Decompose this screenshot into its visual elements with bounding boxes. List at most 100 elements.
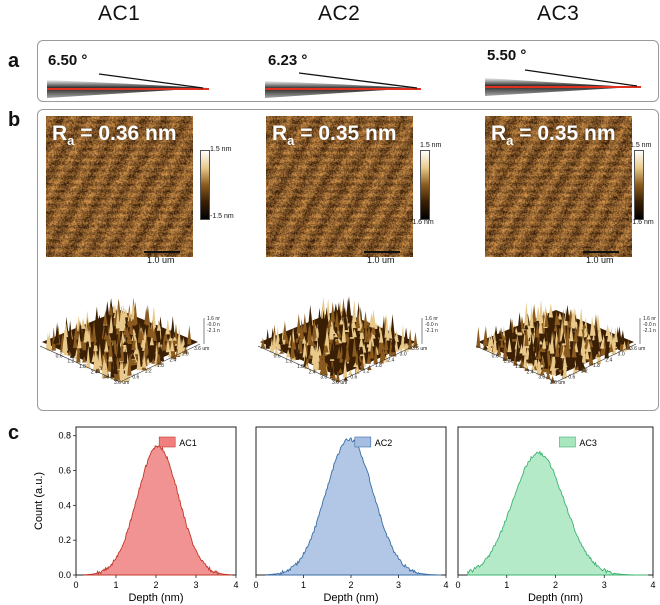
surface-spike bbox=[604, 340, 609, 359]
surface-spike bbox=[583, 328, 589, 338]
x-tick-label: 1.2 bbox=[503, 359, 510, 365]
surface-spike bbox=[298, 329, 303, 353]
legend-swatch bbox=[158, 436, 176, 448]
surface-spike bbox=[531, 303, 537, 323]
y-tick-label: 0.8 bbox=[58, 431, 71, 441]
surface-spike bbox=[593, 314, 599, 334]
colorbar-ac3 bbox=[634, 150, 644, 220]
surface-spike bbox=[553, 323, 558, 332]
x-tick-label: 3.0 bbox=[538, 375, 545, 381]
x-tick-label: 4 bbox=[233, 580, 238, 590]
surface-spike bbox=[366, 326, 371, 337]
surface-spike bbox=[80, 317, 86, 329]
z-tick-label: 1.6 nm bbox=[425, 316, 438, 322]
surface-spike bbox=[535, 321, 540, 338]
surface-spike bbox=[345, 330, 351, 342]
surface-spike bbox=[348, 316, 353, 338]
surface-spike bbox=[348, 369, 353, 376]
surface-spike bbox=[137, 322, 143, 343]
x-tick-label: 1 bbox=[113, 580, 118, 590]
z-tick-label: -0.0 nm bbox=[425, 322, 438, 328]
surface-spike bbox=[359, 335, 364, 347]
x-tick-label: 4 bbox=[443, 580, 448, 590]
surface-spike bbox=[324, 362, 329, 367]
surface-spike bbox=[363, 311, 368, 329]
surface-spike bbox=[308, 324, 313, 346]
surface-spike bbox=[517, 312, 522, 333]
surface-spike bbox=[77, 332, 82, 349]
surface-spike bbox=[130, 353, 136, 359]
roughness-label-ac1: Ra = 0.36 nm bbox=[52, 122, 177, 149]
surface-spike bbox=[279, 349, 284, 354]
y-tick-label: 1.2 bbox=[581, 369, 588, 375]
surface-spike bbox=[609, 342, 614, 352]
y-tick-label: 3.6 um bbox=[194, 346, 209, 352]
surface-spike bbox=[165, 338, 171, 353]
x-tick-label: 2.4 bbox=[309, 369, 316, 375]
surface-spike bbox=[321, 296, 326, 319]
y-tick-label: 0.4 bbox=[58, 500, 71, 510]
surface-spike bbox=[342, 358, 348, 378]
axis-y bbox=[337, 343, 419, 383]
surface-spike bbox=[595, 332, 600, 352]
surface-spike bbox=[130, 300, 136, 320]
surface-spike bbox=[544, 346, 549, 369]
surface-spike bbox=[507, 337, 512, 353]
surface-spike bbox=[383, 347, 389, 355]
surface-spike bbox=[578, 322, 583, 337]
surface-spike bbox=[524, 302, 529, 326]
surface-spike bbox=[403, 327, 409, 344]
x-tick-label: 0 bbox=[455, 580, 460, 590]
histogram-ac3: 0 1 2 3 4 Depth (nm) AC3 bbox=[455, 426, 656, 604]
histogram-ac1: 0 1 2 3 4 0.0 0.2 0.4 0.6 0.8 Depth (nm) Count (a.u… bbox=[33, 426, 239, 604]
surface-spike bbox=[586, 339, 592, 352]
surface-spike bbox=[113, 357, 118, 375]
surface-spike bbox=[487, 334, 492, 352]
surface-spike bbox=[142, 354, 147, 368]
surface-spike bbox=[163, 329, 168, 342]
y-tick-label: 3.6 um bbox=[412, 346, 427, 352]
afm-3d-surface-ac1: 1.6 nm-0.0 nm-2.1 nm 0.6 0.6 1.2 1.2 1.8 1.8 2.… bbox=[40, 297, 220, 386]
histogram-area bbox=[467, 450, 649, 576]
surface-spike bbox=[336, 346, 342, 359]
surface-spike bbox=[620, 329, 626, 345]
surface-spike bbox=[367, 364, 372, 370]
x-axis-label: Depth (nm) bbox=[323, 592, 378, 604]
surface-spike bbox=[570, 348, 576, 368]
surface-spike bbox=[544, 311, 549, 327]
surface-spike bbox=[118, 359, 124, 383]
surface-spike bbox=[85, 332, 90, 355]
surface-spike bbox=[98, 320, 103, 336]
surface-spike bbox=[336, 302, 342, 321]
surface-spike bbox=[560, 351, 565, 359]
x-tick-label: 1.2 bbox=[67, 359, 74, 365]
y-tick-label: 0.6 bbox=[132, 374, 139, 380]
surface-spike bbox=[329, 321, 334, 338]
surface-spike bbox=[296, 313, 301, 334]
surface-spike bbox=[555, 339, 560, 357]
surface-spike bbox=[343, 312, 349, 331]
surface-spike bbox=[522, 332, 527, 356]
surface-spike bbox=[95, 337, 100, 346]
y-axis-label: Count (a.u.) bbox=[33, 472, 45, 530]
surface-spike bbox=[318, 320, 323, 339]
surface-spike bbox=[302, 338, 307, 358]
surface-spike bbox=[346, 296, 352, 317]
surface-spike bbox=[156, 348, 161, 364]
surface-spike bbox=[360, 359, 365, 371]
surface-spike bbox=[538, 314, 543, 334]
surface-spike bbox=[111, 321, 117, 341]
z-tick-label: 1.6 nm bbox=[643, 316, 656, 322]
surface-spike bbox=[387, 322, 393, 339]
surface-spike bbox=[371, 309, 376, 328]
colorbar-ac2 bbox=[420, 150, 430, 220]
x-tick-label: 1.2 bbox=[285, 359, 292, 365]
x-tick-label: 0.6 bbox=[56, 353, 63, 359]
surface-spike bbox=[260, 337, 266, 349]
surface-spike bbox=[108, 313, 114, 334]
surface-spike bbox=[165, 319, 171, 335]
surface-spike bbox=[390, 314, 395, 337]
surface-spike bbox=[533, 329, 538, 347]
x-tick-label: 0.6 bbox=[492, 353, 499, 359]
surface-spike bbox=[394, 330, 399, 342]
